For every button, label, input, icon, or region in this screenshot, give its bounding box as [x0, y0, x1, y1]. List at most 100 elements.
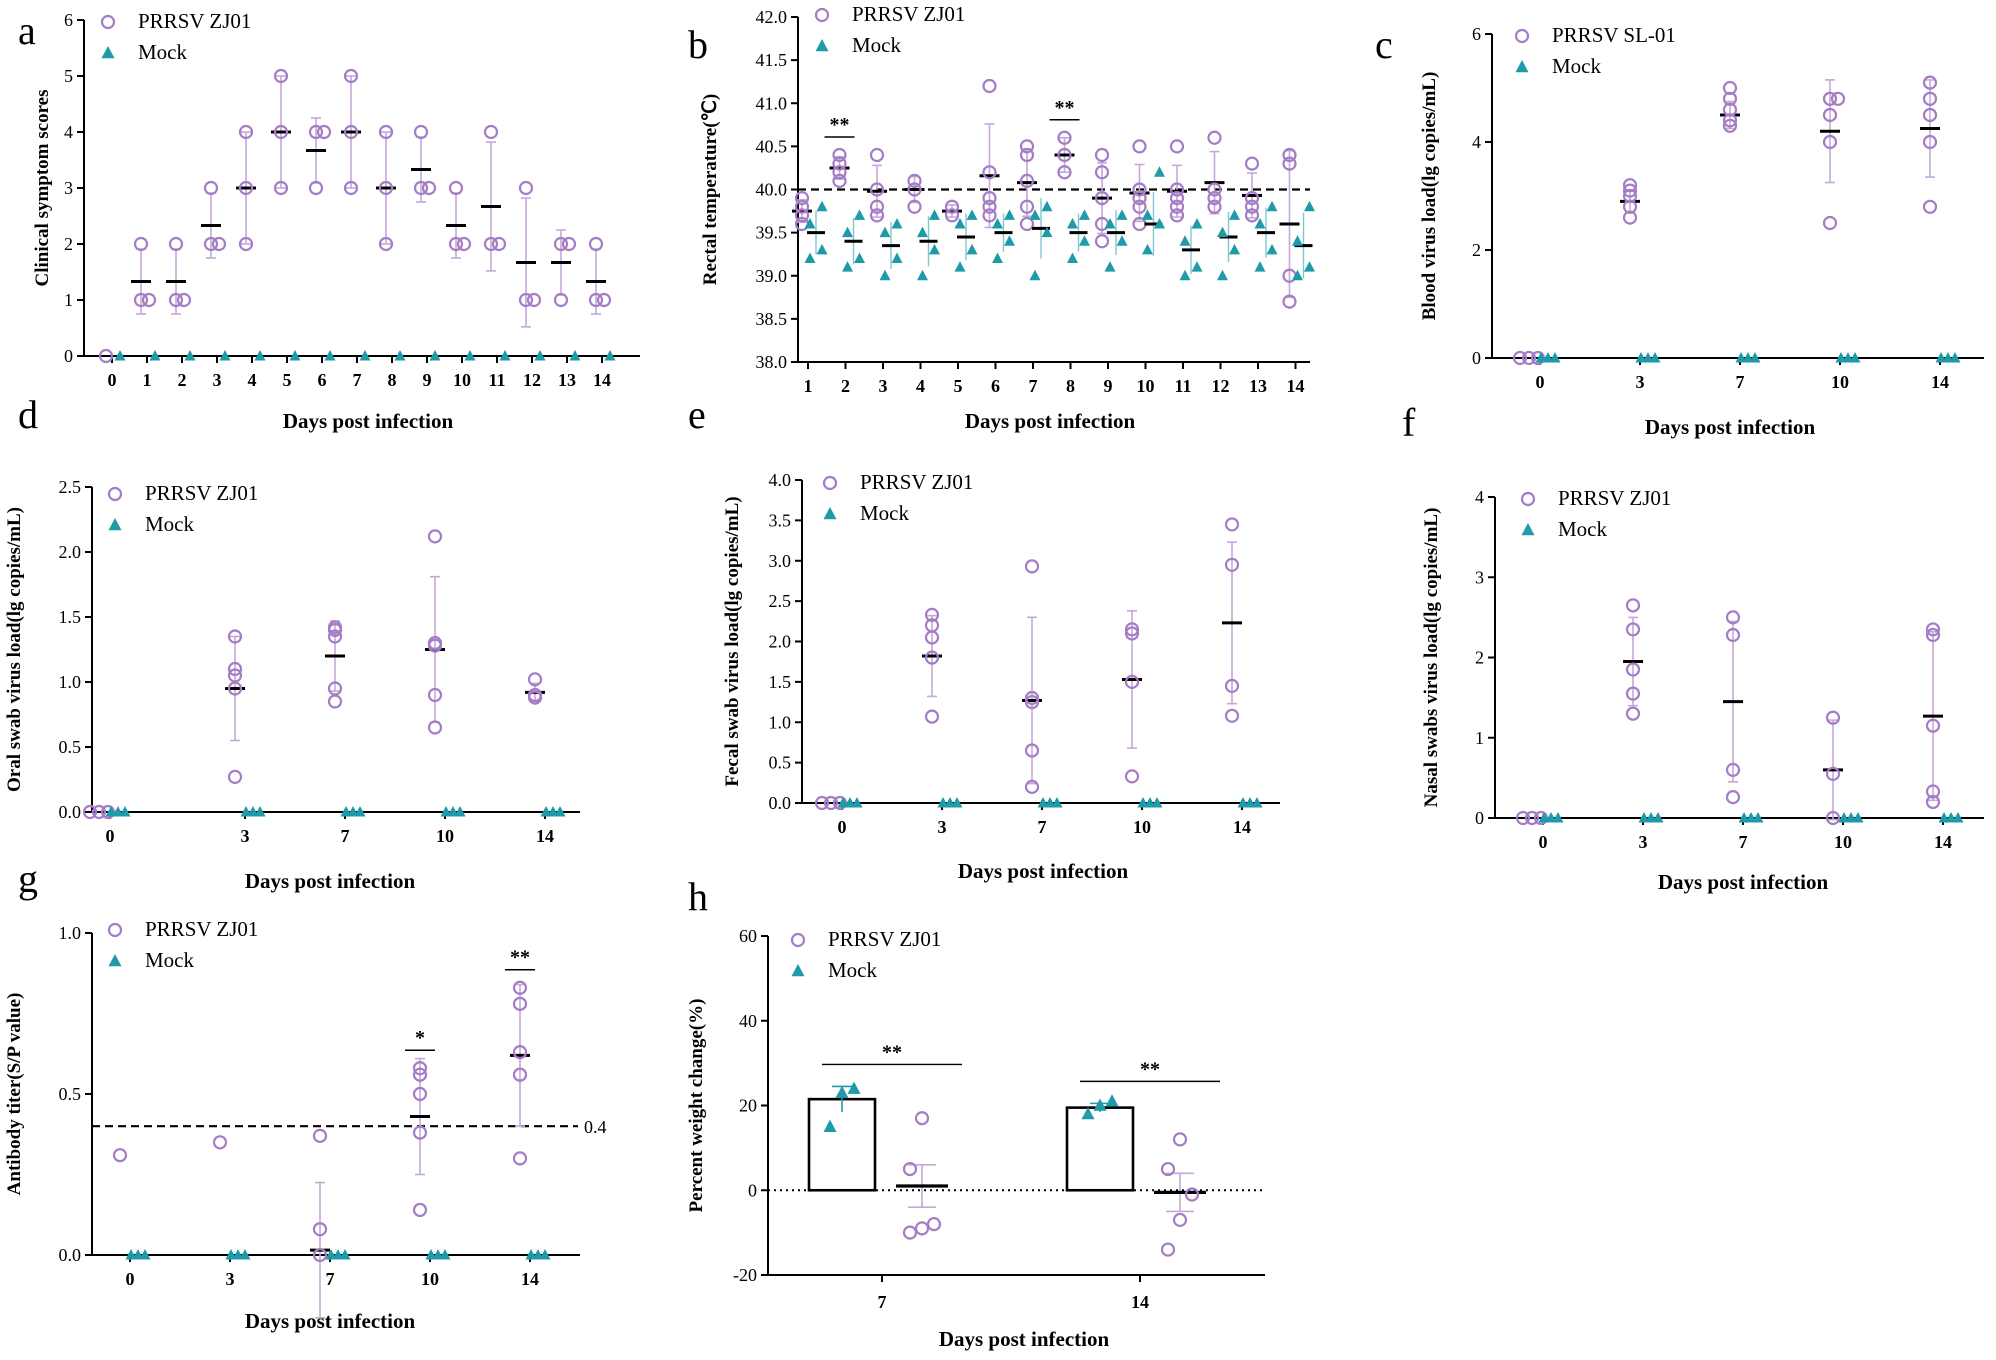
mock-data-point	[1254, 218, 1266, 229]
infected-data-point	[456, 236, 472, 252]
infected-data-point	[1822, 91, 1838, 106]
mock-data-point	[1229, 209, 1240, 220]
mock-data-point	[1217, 269, 1228, 281]
infected-data-point	[832, 165, 847, 180]
y-axis-title: Antibody titer(S/P value)	[4, 993, 25, 1196]
infected-data-point	[1725, 627, 1741, 643]
infected-data-point	[1922, 134, 1938, 150]
infected-data-point	[902, 1161, 918, 1177]
panel-letter: h	[688, 874, 708, 919]
mock-data-point	[954, 261, 966, 272]
x-tick-label: 11	[1174, 376, 1191, 396]
mock-data-point	[1154, 166, 1165, 177]
infected-data-point	[1169, 199, 1185, 214]
mock-data-point	[1835, 352, 1847, 363]
mock-data-point	[847, 1081, 861, 1094]
mock-data-point	[1304, 200, 1315, 212]
y-tick-label: 0.0	[59, 802, 82, 822]
infected-data-point	[1625, 662, 1641, 677]
mock-data-point	[1845, 812, 1857, 823]
y-tick-label: 5	[64, 66, 73, 86]
mock-data-point	[891, 252, 903, 263]
y-axis-title: Blood virus load(lg copies/mL)	[1419, 72, 1440, 321]
x-tick-label: 8	[1066, 376, 1075, 396]
x-tick-label: 2	[178, 370, 187, 390]
infected-data-point	[794, 191, 810, 206]
panel-c: c 0 2 4 6 Blood virus load(lg copies/mL) Days …	[1375, 22, 1984, 439]
mock-data-point	[804, 218, 816, 229]
infected-data-point	[869, 147, 885, 163]
infected-data-point	[832, 173, 847, 188]
infected-data-point	[1722, 80, 1738, 96]
infected-data-point	[794, 208, 810, 223]
infected-data-point	[308, 180, 324, 196]
legend-mock-label: Mock	[1558, 517, 1607, 541]
mock-data-point	[966, 243, 978, 255]
mock-data-point	[1535, 352, 1547, 363]
x-tick-label: 14	[536, 826, 554, 846]
infected-data-point	[483, 236, 499, 252]
infected-data-point	[203, 180, 219, 196]
mock-data-point	[339, 1249, 351, 1260]
legend-mock-label: Mock	[145, 512, 194, 536]
mock-data-point	[879, 269, 891, 281]
infected-data-point	[1925, 784, 1941, 799]
infected-data-point	[512, 1045, 528, 1060]
mock-data-point	[1745, 812, 1757, 823]
mock-data-point	[532, 1249, 544, 1260]
mock-data-point	[929, 209, 940, 220]
x-tick-label: 2	[841, 376, 850, 396]
x-tick-label: 4	[916, 376, 925, 396]
mock-data-point	[851, 797, 863, 808]
mock-data-point	[289, 350, 301, 361]
x-axis-title: Days post infection	[1658, 870, 1829, 894]
panel-g: g 0.0 0.5 1.0 Antibody titer(S/P value) Days …	[4, 856, 607, 1333]
x-tick-label: 13	[558, 370, 576, 390]
infected-data-point	[1822, 107, 1838, 123]
infected-data-point	[512, 1151, 528, 1166]
infected-data-point	[141, 292, 157, 308]
x-tick-label: 4	[248, 370, 257, 390]
y-tick-label: 39.0	[756, 266, 788, 286]
x-axis-title: Days post infection	[965, 409, 1136, 433]
legend-infected-label: PRRSV ZJ01	[145, 917, 258, 941]
infected-data-point	[924, 607, 940, 622]
panel-d: d 0.0 0.5 1.0 1.5 2.0 2.5 Oral swab virus load(…	[4, 392, 580, 893]
x-tick-label: 5	[954, 376, 963, 396]
infected-data-point	[553, 236, 569, 252]
infected-data-point	[1224, 708, 1240, 723]
mock-data-point	[219, 350, 231, 361]
x-tick-label: 0	[838, 817, 847, 837]
mock-data-point	[232, 1249, 244, 1260]
mock-data-point	[1849, 352, 1861, 363]
y-tick-label: 39.5	[756, 223, 788, 243]
infected-data-point	[343, 68, 359, 84]
mock-data-point	[816, 200, 828, 212]
x-tick-label: 1	[143, 370, 152, 390]
infected-data-point	[1207, 182, 1222, 197]
mock-data-point	[1649, 352, 1661, 363]
significance-marker: **	[1140, 1058, 1160, 1080]
infected-data-point	[1625, 622, 1641, 637]
y-tick-label: -20	[733, 1265, 757, 1285]
x-axis-title: Days post infection	[958, 859, 1129, 883]
infected-data-point	[1722, 91, 1738, 106]
infected-data-point	[512, 980, 528, 995]
infected-data-point	[211, 236, 227, 252]
x-tick-label: 10	[436, 826, 454, 846]
mock-data-point	[1116, 209, 1128, 220]
mock-data-point	[239, 1249, 251, 1260]
infected-data-point	[924, 618, 940, 633]
infected-data-point	[227, 661, 243, 677]
mock-data-point	[254, 806, 266, 817]
mock-data-point	[1217, 226, 1228, 238]
legend-infected-marker	[100, 14, 116, 30]
mock-data-point	[944, 797, 956, 808]
mock-data-point	[1179, 269, 1191, 281]
mock-data-point	[184, 350, 196, 361]
infected-data-point	[1925, 622, 1941, 637]
significance-marker: **	[510, 947, 530, 969]
infected-data-point	[1169, 208, 1185, 223]
y-tick-label: 2	[1475, 648, 1484, 668]
